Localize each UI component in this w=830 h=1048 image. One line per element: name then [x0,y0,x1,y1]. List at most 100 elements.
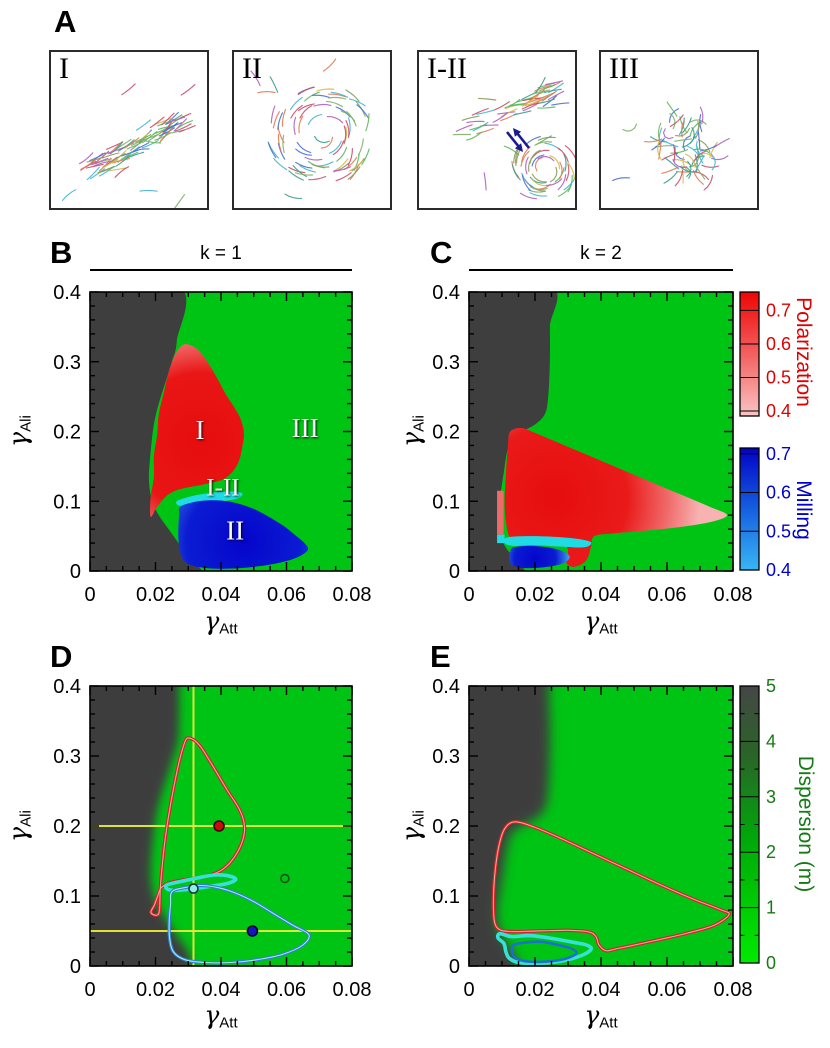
region-edge-cyan-sliver [497,534,505,544]
colorbar-tick-label: 4 [766,731,776,751]
region-label-III: III [292,413,319,443]
colorbar-tick-label: 2 [766,842,776,862]
panel-b-plot-area [90,292,352,571]
y-axis-label-e: γAli [396,810,428,842]
x-tick-label: 0 [463,979,474,1001]
y-tick-label: 0.3 [53,352,81,374]
axis-ticks [468,685,734,967]
contour-region-II-outline [510,940,578,964]
y-tick-label: 0.3 [432,746,460,768]
y-tick-label: 0 [449,956,460,978]
snapshot-trajectories [61,83,196,208]
y-tick-label: 0.2 [432,422,460,444]
region-milling-blue [178,500,309,569]
colorbar-pol [740,292,759,416]
snapshot-box-mixed: I-II [417,50,577,210]
snapshot-trajectories [612,101,730,191]
x-tick-label: 0.06 [648,979,687,1001]
colorbar-tick-label: 5 [766,676,776,696]
snapshot-box-milling: II [232,50,392,210]
marker-swarm-point [280,873,290,884]
marker-polarized-point [213,820,225,832]
y-axis-label-d: γAli [3,810,35,842]
y-tick-label: 0.1 [432,491,460,513]
panel-b-title: k = 1 [90,240,352,271]
exchange-arrow-head [514,143,523,152]
panel-b-title-text: k = 1 [200,243,242,264]
x-tick-label: 0.06 [267,584,306,606]
y-axis-label-b: γAli [3,415,35,447]
colorbar-tick-label: 0.5 [766,367,791,387]
colorbar-tick-label: 0.4 [766,560,791,580]
colorbar-tick-label: 0.7 [766,300,791,320]
colorbar-tick-label: 0 [766,953,776,973]
y-tick-label: 0 [449,561,460,583]
x-tick-label: 0 [84,979,95,1001]
panel-e-plot-area [469,686,733,966]
x-tick-label: 0.06 [648,584,687,606]
panel-c-plot-area [469,292,733,571]
x-tick-label: 0.02 [516,584,555,606]
contour-transition-band [495,931,594,966]
x-tick-label: 0.02 [136,979,175,1001]
y-tick-label: 0.3 [53,746,81,768]
panel-label-d: D [50,639,73,674]
axis-ticks [89,685,353,967]
region-transition-cyan [503,536,592,548]
colorbar-disp [740,686,759,963]
panel-label-c: C [430,235,453,270]
y-tick-label: 0.3 [432,352,460,374]
x-tick-label: 0.04 [582,979,621,1001]
colorbar-tick-label: 0.6 [766,334,791,354]
colorbar-tick-label: 0.7 [766,444,791,464]
y-tick-label: 0.1 [432,886,460,908]
y-tick-label: 0.1 [53,886,81,908]
panel-d-plot-area [90,686,352,966]
marker-milling-point [246,925,259,937]
region-milling-blue [509,545,570,569]
y-tick-label: 0.2 [432,816,460,838]
snapshot-trajectories [452,76,575,200]
y-tick-label: 0 [70,561,81,583]
x-tick-label: 0.02 [136,584,175,606]
colorbar-tick-label: 0.5 [766,521,791,541]
y-axis-label-c: γAli [396,415,428,447]
region-polarized-red [150,344,244,517]
snapshot-label: I-II [427,52,467,85]
y-tick-label: 0.4 [432,282,460,304]
colorbar-mil [740,448,759,570]
region-label-I: I [196,415,205,445]
x-axis-label-c: γAtt [584,606,618,638]
x-tick-label: 0.04 [582,584,621,606]
y-tick-label: 0.4 [53,282,81,304]
region-dispersed-dark [90,292,202,571]
region-transition-cyan [176,491,243,506]
marker-transition-point [188,883,199,894]
region-label-I-II: I-II [206,475,239,502]
colorbar-label-dispersion: Dispersion (m) [794,755,817,893]
panel-label-e: E [430,639,451,674]
snapshot-box-polarized: I [49,50,209,210]
x-tick-label: 0.04 [202,584,241,606]
snapshot-label: II [242,52,262,85]
axis-ticks [89,291,353,572]
region-dispersed-dark [469,686,551,966]
panel-label-a: A [54,4,77,39]
x-tick-label: 0.06 [267,979,306,1001]
x-tick-label: 0.02 [516,979,555,1001]
x-tick-label: 0.08 [714,584,753,606]
x-axis-label-d: γAtt [204,1000,238,1032]
y-tick-label: 0 [70,956,81,978]
x-tick-label: 0.04 [202,979,241,1001]
y-tick-label: 0.1 [53,491,81,513]
snapshot-label: I [59,52,69,85]
region-label-II: II [226,516,244,546]
x-tick-label: 0.08 [714,979,753,1001]
snapshot-box-swarm: III [599,50,759,210]
snapshot-trajectories [250,58,370,199]
region-polarized-red [504,427,728,567]
x-tick-label: 0 [463,584,474,606]
colorbar-tick-label: 1 [766,898,776,918]
